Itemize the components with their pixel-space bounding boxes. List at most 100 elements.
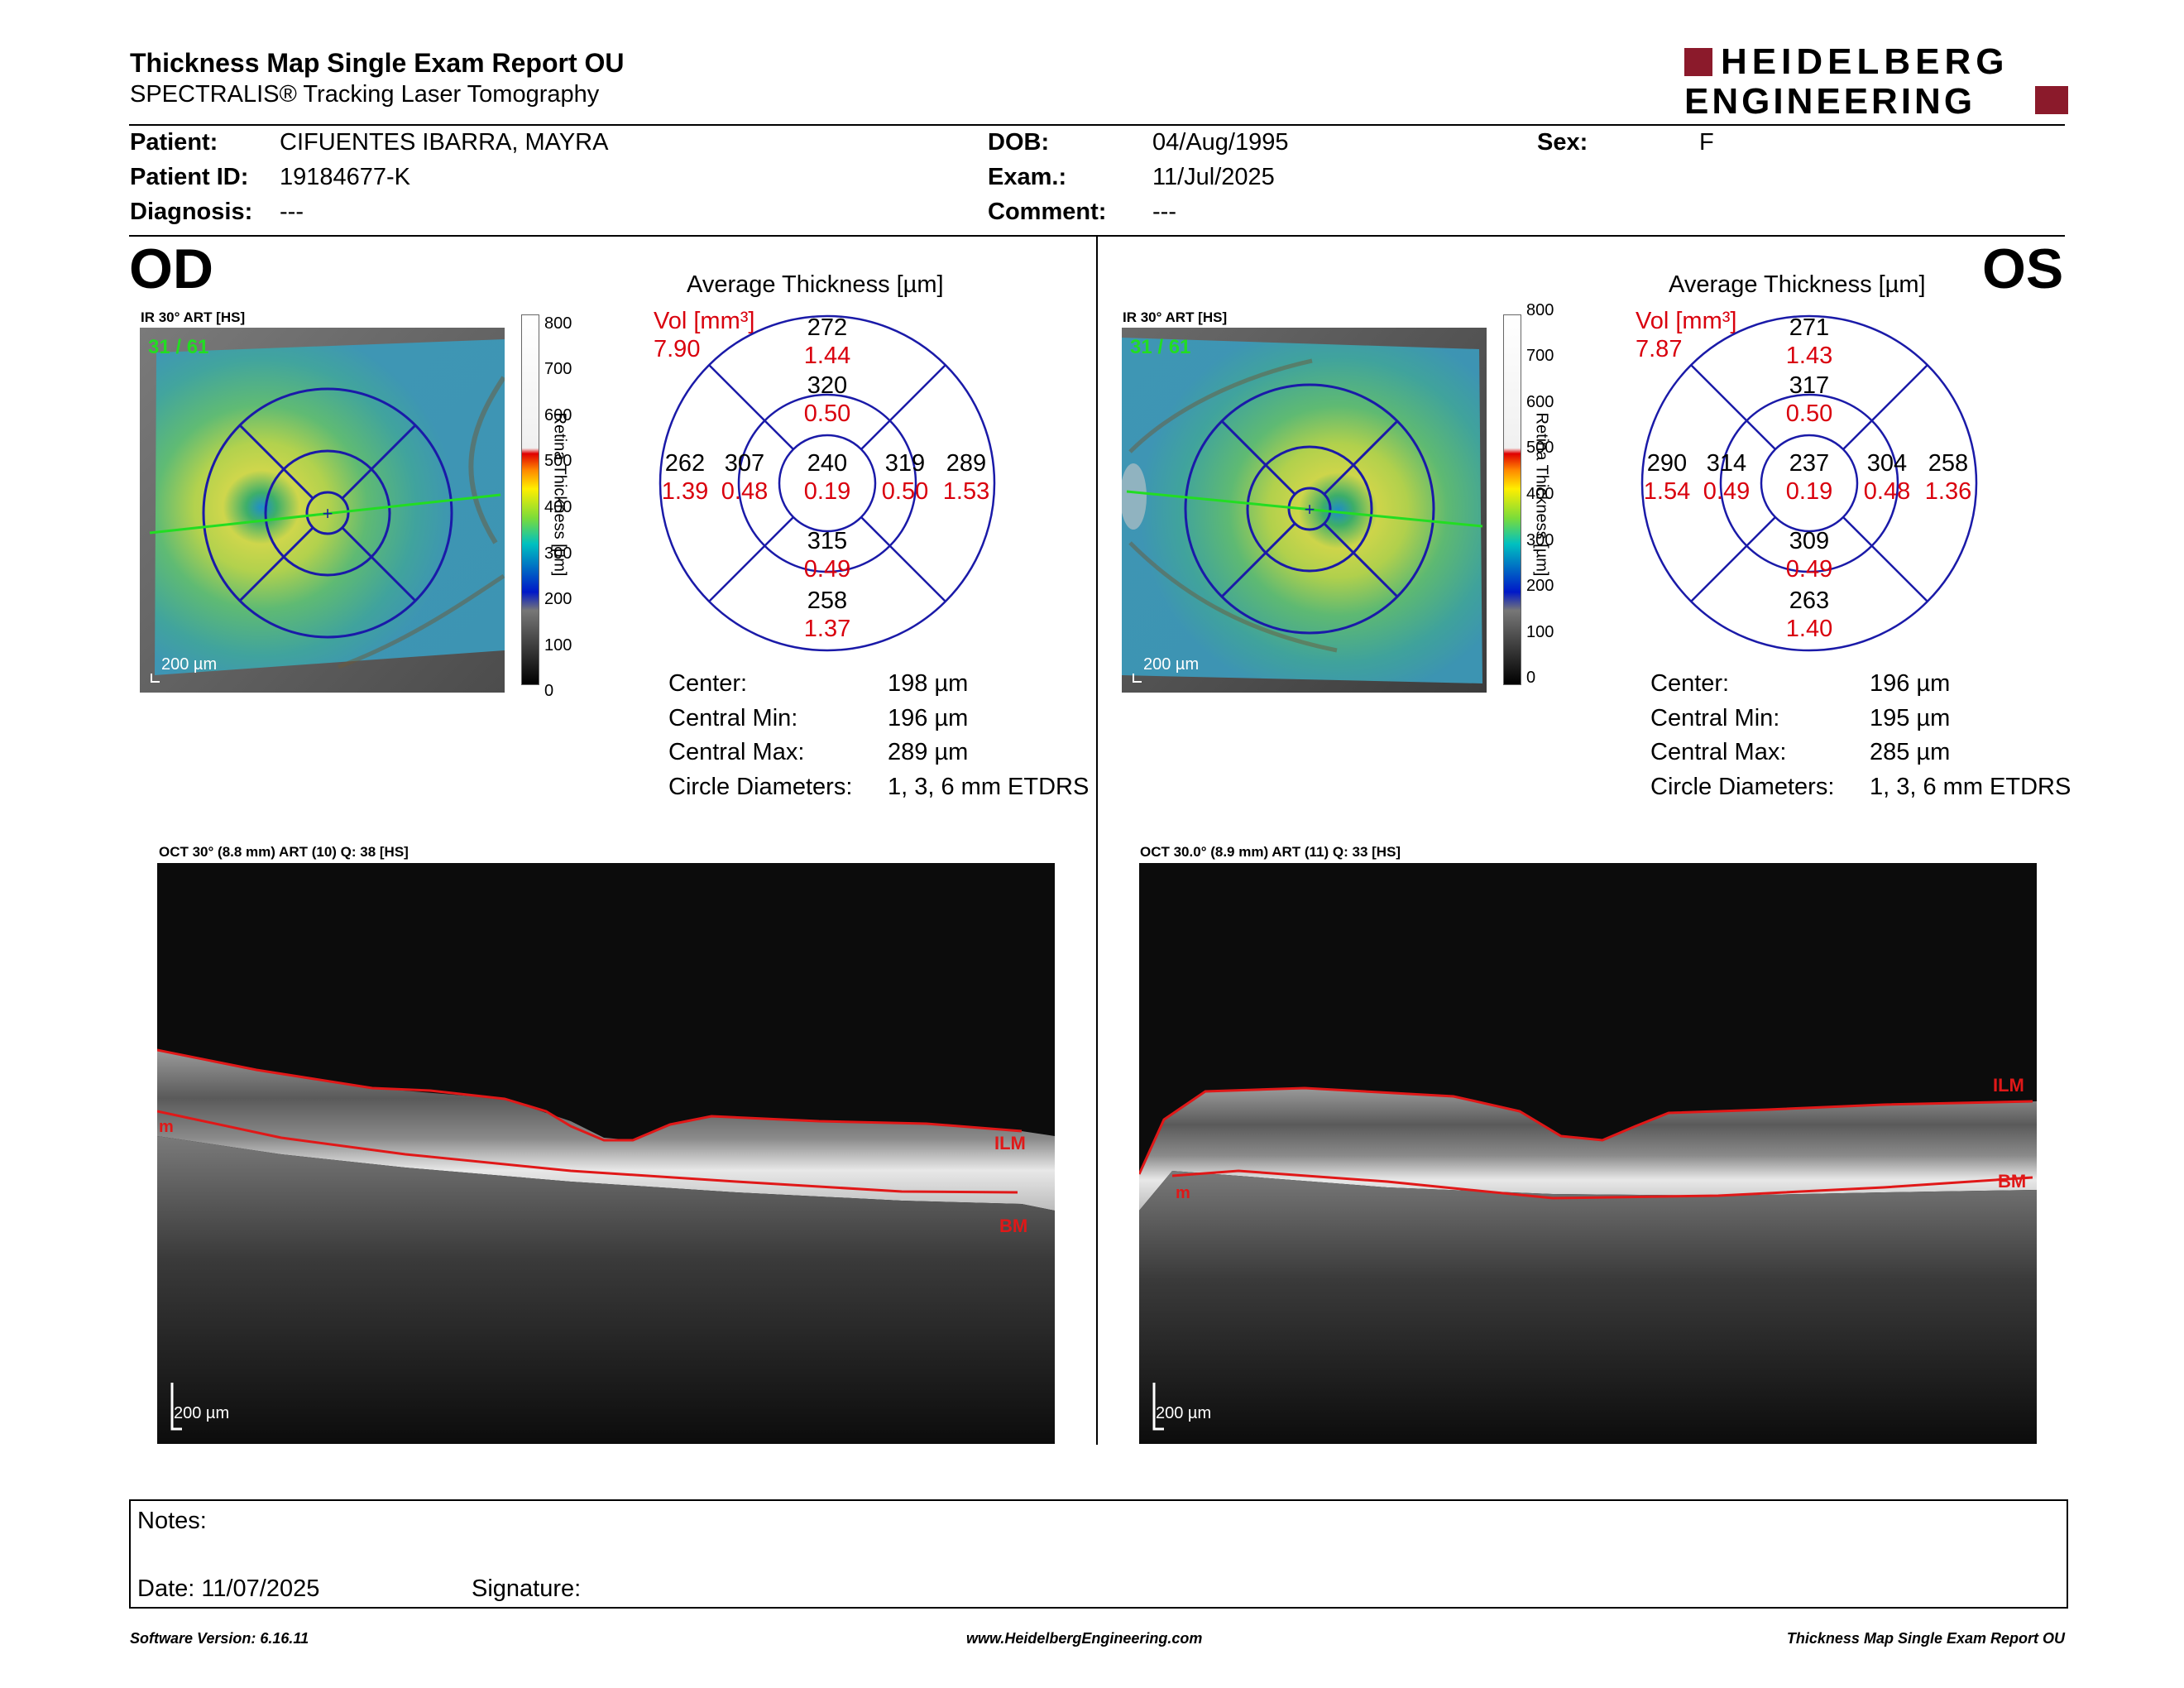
- os-etdrs-grid: 271 1.43 317 0.50 290 1.54 314 0.49 237 …: [1640, 314, 1978, 652]
- scale-tick: 200: [1526, 577, 1554, 595]
- os-side-mark: m: [1176, 1184, 1190, 1202]
- od-ilm-label: ILM: [994, 1133, 1026, 1153]
- os-scale-label: Retina Thickness [µm]: [1532, 412, 1551, 577]
- od-oct-label: OCT 30° (8.8 mm) ART (10) Q: 38 [HS]: [159, 844, 409, 860]
- od-min-value: 196 µm: [888, 705, 969, 731]
- scale-tick: 100: [544, 636, 572, 655]
- comment-label: Comment:: [988, 199, 1107, 225]
- scale-tick: 400: [544, 498, 572, 516]
- od-inner-inf-vol: 0.49: [803, 556, 851, 583]
- diagnosis-label: Diagnosis:: [130, 199, 253, 225]
- date-label: Date: 11/07/2025: [137, 1575, 320, 1602]
- os-center-value: 196 µm: [1870, 670, 1951, 697]
- scale-tick: 0: [1526, 669, 1536, 687]
- os-frame-counter: 31 / 61: [1130, 336, 1191, 358]
- od-oct-bscan: 200 µm ILM BM m: [157, 863, 1055, 1444]
- os-map-scale: 200 µm: [1143, 655, 1200, 674]
- os-oct-bscan: 200 µm ILM BM m: [1139, 863, 2037, 1444]
- os-ir-label: IR 30° ART [HS]: [1123, 309, 1228, 325]
- logo-line-2: ENGINEERING: [1684, 81, 1976, 122]
- od-inner-right-vol: 0.50: [881, 478, 929, 505]
- notes-label: Notes:: [137, 1508, 207, 1534]
- od-outer-inf: 258: [807, 587, 848, 614]
- od-min-label: Central Min:: [668, 705, 798, 731]
- os-center-label: Center:: [1650, 670, 1730, 697]
- os-inner-left: 314: [1706, 450, 1747, 477]
- report-title: Thickness Map Single Exam Report OU: [130, 48, 625, 78]
- os-oct-label: OCT 30.0° (8.9 mm) ART (11) Q: 33 [HS]: [1140, 844, 1401, 860]
- od-vol-label: Vol [mm³]: [654, 308, 755, 334]
- os-outer-right-vol: 1.36: [1924, 478, 1972, 505]
- os-diam-label: Circle Diameters:: [1650, 774, 1835, 800]
- od-inner-sup-vol: 0.50: [803, 400, 851, 427]
- scale-tick: 500: [1526, 439, 1554, 457]
- os-color-scale: 800 700 600 500 400 300 200 100 0 Retina…: [1492, 301, 1591, 695]
- scale-tick: 700: [1526, 347, 1554, 365]
- os-outer-left: 290: [1646, 450, 1688, 477]
- os-outer-sup-vol: 1.43: [1785, 343, 1833, 369]
- sex-value: F: [1699, 129, 1714, 156]
- os-center: 237: [1789, 450, 1830, 477]
- os-inner-inf-vol: 0.49: [1785, 556, 1833, 583]
- scale-tick: 800: [544, 314, 572, 333]
- os-thickness-map: + 31 / 61 200 µm: [1120, 328, 1487, 693]
- signature-label: Signature:: [472, 1575, 582, 1602]
- os-oct-scale: 200 µm: [1156, 1404, 1212, 1422]
- dob-value: 04/Aug/1995: [1152, 129, 1289, 156]
- od-inner-left-vol: 0.48: [721, 478, 769, 505]
- exam-label: Exam.:: [988, 164, 1067, 190]
- scale-tick: 700: [544, 360, 572, 378]
- software-version: Software Version: 6.16.11: [130, 1630, 309, 1647]
- os-vol-total: 7.87: [1636, 336, 1683, 362]
- patient-label: Patient:: [130, 129, 218, 156]
- od-frame-counter: 31 / 61: [148, 336, 209, 358]
- os-outer-right: 258: [1928, 450, 1969, 477]
- od-outer-inf-vol: 1.37: [803, 616, 851, 642]
- os-min-value: 195 µm: [1870, 705, 1951, 731]
- svg-text:+: +: [1305, 499, 1315, 520]
- os-ilm-label: ILM: [1993, 1075, 2024, 1096]
- od-bm-label: BM: [999, 1216, 1028, 1236]
- eye-divider: [1096, 237, 1098, 1445]
- os-diam-value: 1, 3, 6 mm ETDRS: [1870, 774, 2071, 800]
- website-link[interactable]: www.HeidelbergEngineering.com: [966, 1630, 1203, 1647]
- scale-tick: 200: [544, 590, 572, 608]
- od-outer-left: 262: [664, 450, 706, 477]
- od-diam-label: Circle Diameters:: [668, 774, 853, 800]
- svg-text:+: +: [323, 503, 333, 524]
- os-inner-inf: 309: [1789, 528, 1830, 554]
- scale-tick: 300: [1526, 531, 1554, 549]
- os-avg-title: Average Thickness [µm]: [1669, 271, 1926, 298]
- os-bm-label: BM: [1998, 1171, 2027, 1192]
- od-eye-label: OD: [129, 237, 213, 300]
- od-inner-sup: 320: [807, 372, 848, 399]
- od-inner-left: 307: [724, 450, 765, 477]
- os-outer-inf-vol: 1.40: [1785, 616, 1833, 642]
- os-vol-label: Vol [mm³]: [1636, 308, 1737, 334]
- od-thickness-map: + 31 / 61 200 µm: [140, 328, 506, 693]
- scale-tick: 500: [544, 452, 572, 470]
- os-min-label: Central Min:: [1650, 705, 1780, 731]
- notes-box: Notes: Date: 11/07/2025 Signature:: [129, 1499, 2068, 1609]
- od-center: 240: [807, 450, 848, 477]
- os-outer-inf: 263: [1789, 587, 1830, 614]
- scale-tick: 600: [1526, 393, 1554, 411]
- patient-id: 19184677-K: [280, 164, 411, 190]
- os-max-value: 285 µm: [1870, 739, 1951, 765]
- scale-tick: 400: [1526, 485, 1554, 503]
- scale-tick: 600: [544, 406, 572, 424]
- os-inner-sup: 317: [1789, 372, 1830, 399]
- od-vol-total: 7.90: [654, 336, 701, 362]
- diagnosis-value: ---: [280, 199, 304, 225]
- od-inner-inf: 315: [807, 528, 848, 554]
- patient-name: CIFUENTES IBARRA, MAYRA: [280, 129, 609, 156]
- os-outer-left-vol: 1.54: [1643, 478, 1691, 505]
- os-inner-right: 304: [1866, 450, 1908, 477]
- os-outer-sup: 271: [1789, 314, 1830, 341]
- od-outer-right: 289: [946, 450, 987, 477]
- os-inner-sup-vol: 0.50: [1785, 400, 1833, 427]
- scale-tick: 100: [1526, 623, 1554, 641]
- od-outer-sup: 272: [807, 314, 848, 341]
- scale-tick: 800: [1526, 301, 1554, 319]
- od-oct-scale: 200 µm: [174, 1404, 230, 1422]
